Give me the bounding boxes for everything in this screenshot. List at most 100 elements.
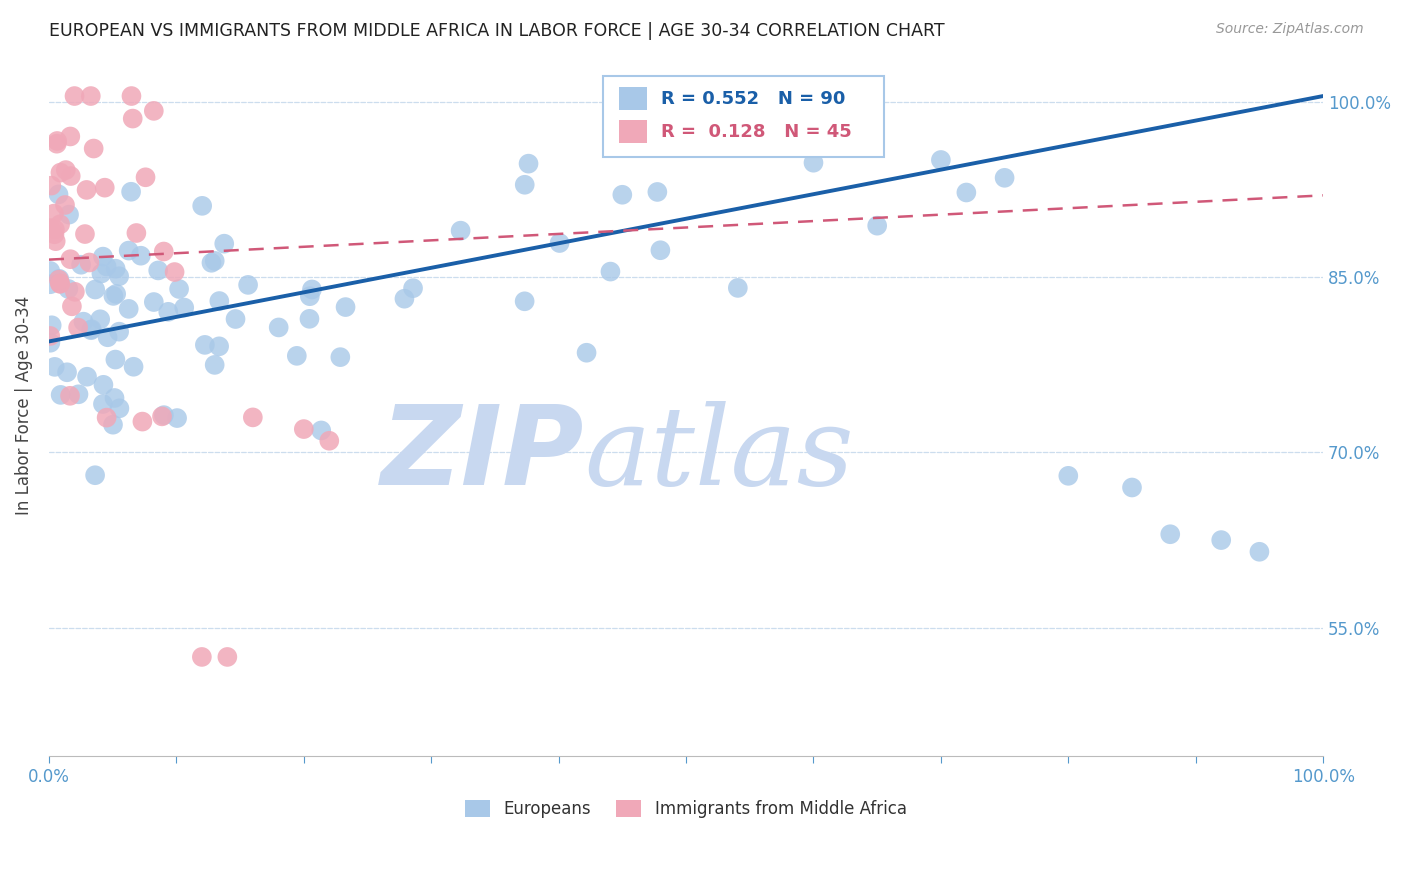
Point bbox=[513, 178, 536, 192]
Point bbox=[58, 282, 80, 296]
Point bbox=[298, 289, 321, 303]
Point bbox=[49, 388, 72, 402]
Point bbox=[53, 198, 76, 212]
Point bbox=[167, 282, 190, 296]
Point bbox=[76, 183, 98, 197]
Point bbox=[59, 389, 82, 403]
Point bbox=[700, 122, 723, 136]
Point bbox=[122, 359, 145, 374]
Point bbox=[301, 282, 323, 296]
Point bbox=[80, 322, 103, 336]
Y-axis label: In Labor Force | Age 30-34: In Labor Force | Age 30-34 bbox=[15, 296, 32, 516]
Point bbox=[103, 289, 125, 303]
Point bbox=[650, 244, 672, 258]
Point bbox=[89, 312, 111, 326]
Point bbox=[103, 391, 125, 405]
FancyBboxPatch shape bbox=[603, 76, 883, 157]
Point bbox=[157, 305, 180, 319]
Point bbox=[929, 153, 952, 167]
Point bbox=[599, 264, 621, 278]
Point bbox=[80, 323, 103, 337]
Point bbox=[135, 170, 157, 185]
Text: EUROPEAN VS IMMIGRANTS FROM MIDDLE AFRICA IN LABOR FORCE | AGE 30-34 CORRELATION: EUROPEAN VS IMMIGRANTS FROM MIDDLE AFRIC… bbox=[49, 22, 945, 40]
Point bbox=[48, 187, 70, 202]
Point bbox=[166, 411, 188, 425]
Text: ZIP: ZIP bbox=[381, 401, 583, 508]
Point bbox=[59, 252, 82, 267]
Point bbox=[76, 369, 98, 384]
Point bbox=[866, 219, 889, 233]
Point bbox=[131, 415, 153, 429]
Point bbox=[727, 281, 749, 295]
Point bbox=[48, 272, 70, 286]
Point bbox=[318, 434, 340, 448]
Point bbox=[1249, 545, 1271, 559]
Point bbox=[200, 256, 222, 270]
Point bbox=[108, 325, 131, 339]
Point bbox=[83, 142, 105, 156]
Point bbox=[142, 295, 165, 310]
Point bbox=[93, 377, 115, 392]
Point bbox=[513, 294, 536, 309]
Point bbox=[142, 103, 165, 118]
Point bbox=[60, 299, 83, 313]
Point bbox=[39, 335, 62, 350]
Point bbox=[49, 277, 72, 291]
Point bbox=[49, 217, 72, 231]
Point bbox=[803, 155, 825, 169]
Point bbox=[84, 283, 107, 297]
Point bbox=[79, 255, 101, 269]
Point bbox=[42, 206, 65, 220]
Point bbox=[67, 320, 90, 334]
Point bbox=[173, 301, 195, 315]
Point bbox=[194, 338, 217, 352]
Point bbox=[39, 329, 62, 343]
Point bbox=[217, 649, 239, 664]
Point bbox=[394, 292, 416, 306]
Point bbox=[39, 264, 62, 278]
Legend: Europeans, Immigrants from Middle Africa: Europeans, Immigrants from Middle Africa bbox=[458, 794, 914, 825]
Point bbox=[46, 134, 69, 148]
Point bbox=[84, 468, 107, 483]
Point bbox=[104, 261, 127, 276]
Point bbox=[58, 208, 80, 222]
Point bbox=[91, 250, 114, 264]
Point bbox=[125, 226, 148, 240]
Point bbox=[105, 286, 128, 301]
Point bbox=[97, 330, 120, 344]
Point bbox=[45, 234, 67, 248]
Point bbox=[45, 136, 67, 151]
Point bbox=[647, 185, 669, 199]
Point bbox=[39, 277, 62, 292]
Point bbox=[450, 224, 472, 238]
Point bbox=[1121, 481, 1143, 495]
Point bbox=[204, 358, 226, 372]
Point bbox=[108, 401, 131, 416]
Point bbox=[41, 318, 63, 333]
Point bbox=[70, 258, 93, 272]
Point bbox=[309, 424, 332, 438]
Point bbox=[59, 169, 82, 183]
Point bbox=[56, 365, 79, 379]
Point bbox=[72, 315, 94, 329]
Point bbox=[1211, 533, 1233, 547]
FancyBboxPatch shape bbox=[619, 120, 647, 143]
Point bbox=[955, 186, 977, 200]
Point bbox=[121, 112, 143, 126]
Point bbox=[118, 244, 141, 258]
Point bbox=[236, 277, 259, 292]
Point bbox=[612, 187, 634, 202]
Point bbox=[994, 170, 1017, 185]
Point bbox=[90, 267, 112, 281]
Point bbox=[242, 410, 264, 425]
Point bbox=[292, 422, 315, 436]
Point bbox=[67, 387, 90, 401]
Point bbox=[120, 89, 142, 103]
Point bbox=[118, 301, 141, 316]
Point bbox=[1057, 468, 1080, 483]
Point bbox=[101, 417, 124, 432]
Point bbox=[108, 269, 131, 284]
Point bbox=[49, 277, 72, 291]
Point bbox=[73, 227, 96, 241]
Text: Source: ZipAtlas.com: Source: ZipAtlas.com bbox=[1216, 22, 1364, 37]
